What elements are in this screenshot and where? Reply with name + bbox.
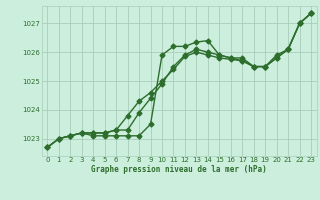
X-axis label: Graphe pression niveau de la mer (hPa): Graphe pression niveau de la mer (hPa)	[91, 165, 267, 174]
